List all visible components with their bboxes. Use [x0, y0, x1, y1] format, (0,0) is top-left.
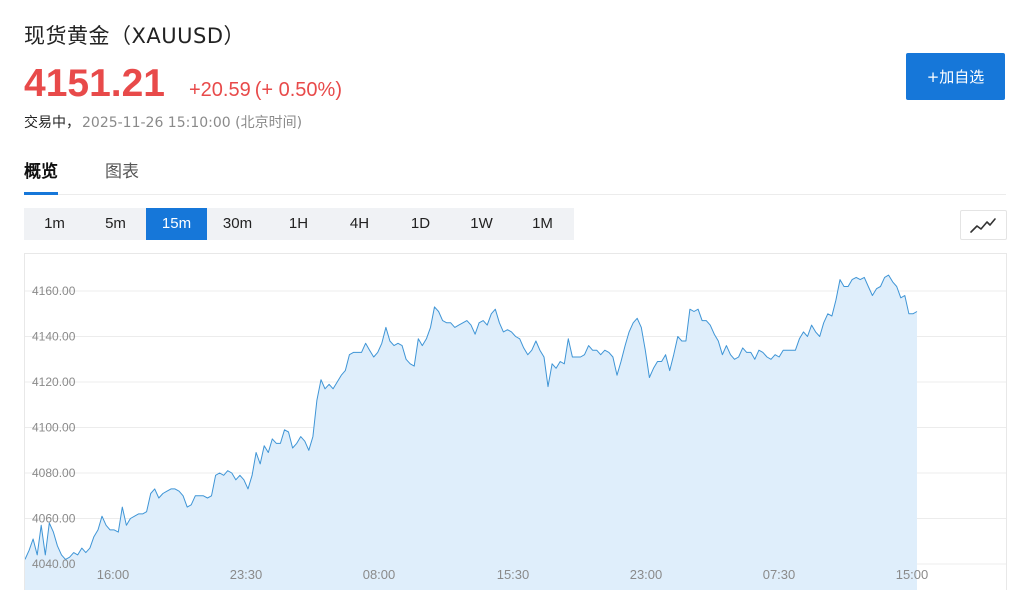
- x-tick-label: 23:30: [230, 567, 263, 582]
- price-area: [25, 275, 917, 590]
- trading-status: 交易中，: [24, 115, 80, 131]
- price-change: +20.59 (+ 0.50%): [189, 79, 342, 102]
- section-tabs: 概览 图表: [24, 160, 1006, 195]
- price-chart-svg: 4160.00 4140.00 4120.00 4100.00 4080.00 4060.…: [25, 274, 1006, 590]
- x-tick-label: 15:30: [497, 567, 530, 582]
- quote-timestamp: 2025-11-26 15:10:00 (北京时间): [82, 115, 303, 131]
- timeframe-1m[interactable]: 1m: [44, 215, 65, 232]
- y-tick-label: 4040.00: [32, 557, 76, 571]
- tab-overview[interactable]: 概览: [24, 160, 58, 195]
- price-chart[interactable]: 4160.00 4140.00 4120.00 4100.00 4080.00 4060.…: [24, 253, 1007, 590]
- timeframe-15m[interactable]: 15m: [146, 208, 207, 240]
- x-tick-label: 16:00: [97, 567, 130, 582]
- timeframe-1mo[interactable]: 1M: [532, 215, 553, 232]
- timeframe-5m[interactable]: 5m: [105, 215, 126, 232]
- current-price: 4151.21: [24, 62, 165, 105]
- page-title: 现货黄金（XAUUSD）: [24, 24, 245, 48]
- y-tick-label: 4100.00: [32, 421, 76, 435]
- market-status: 交易中， 2025-11-26 15:10:00 (北京时间): [24, 112, 302, 132]
- x-tick-label: 15:00: [896, 567, 929, 582]
- y-tick-label: 4160.00: [32, 284, 76, 298]
- x-tick-label: 23:00: [630, 567, 663, 582]
- line-chart-icon: [970, 218, 996, 233]
- price-row: 4151.21 +20.59 (+ 0.50%): [24, 62, 342, 106]
- timeframe-1d[interactable]: 1D: [410, 215, 431, 232]
- y-tick-label: 4120.00: [32, 375, 76, 389]
- price-change-percent: (+ 0.50%): [254, 79, 342, 101]
- x-tick-label: 07:30: [763, 567, 796, 582]
- chart-type-button[interactable]: [960, 210, 1007, 240]
- price-change-value: +20.59: [188, 79, 251, 101]
- timeframe-1h[interactable]: 1H: [288, 215, 309, 232]
- timeframe-1w[interactable]: 1W: [470, 215, 493, 232]
- add-to-watchlist-button[interactable]: +加自选: [906, 53, 1005, 100]
- timeframe-30m[interactable]: 30m: [222, 215, 253, 232]
- timeframe-selector: 1m 5m 15m 30m 1H 4H 1D 1W 1M: [24, 208, 574, 240]
- price-line: [25, 274, 918, 560]
- x-tick-label: 08:00: [363, 567, 396, 582]
- y-tick-label: 4140.00: [32, 330, 76, 344]
- tab-chart[interactable]: 图表: [105, 162, 139, 182]
- y-tick-label: 4080.00: [32, 466, 76, 480]
- y-tick-label: 4060.00: [32, 512, 76, 526]
- timeframe-4h[interactable]: 4H: [349, 215, 370, 232]
